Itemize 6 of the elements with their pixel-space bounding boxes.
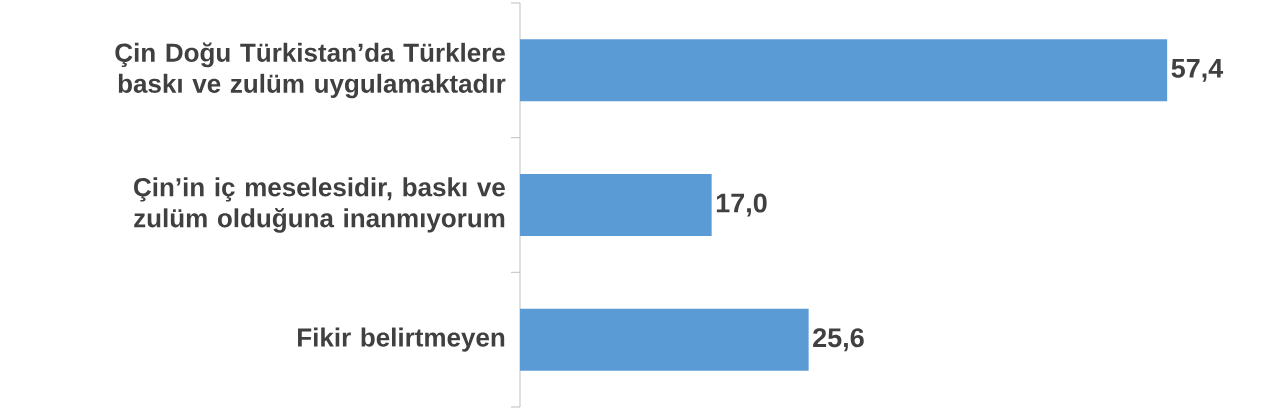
y-tick-label: Çin’in iç meselesidir, baskı ve zulüm olduğuna inanmıyorum [134, 177, 505, 233]
y-tick-label: Çin Doğu Türkistan’da Türklere baskı ve zulüm uygulamaktadır [115, 42, 506, 99]
data-label: 17,0 [716, 193, 767, 217]
y-tick-label: Fikir belirtmeyen [298, 327, 505, 352]
data-label: 25,6 [813, 328, 864, 352]
data-label: 57,4 [1171, 58, 1224, 82]
